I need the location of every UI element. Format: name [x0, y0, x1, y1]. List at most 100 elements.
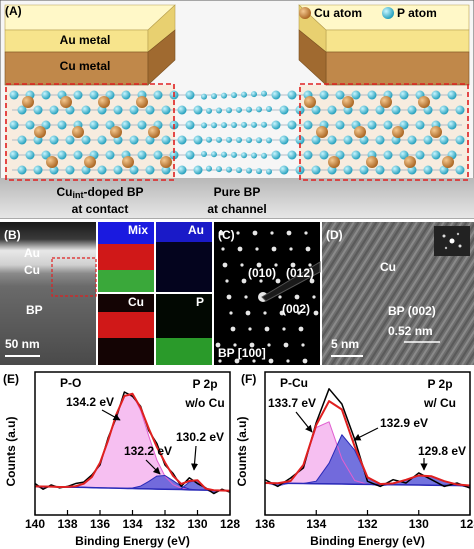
spot — [256, 262, 262, 268]
lattice-fringe — [344, 222, 436, 365]
annotation: 132.2 eV — [124, 444, 172, 458]
annotation-arrow — [101, 409, 121, 421]
p-atom — [383, 150, 393, 160]
lattice-fringe — [322, 222, 342, 254]
p-atom — [399, 90, 409, 100]
legend-label: Cu atom — [314, 6, 362, 20]
p-atom — [226, 107, 232, 114]
spectrum-line — [265, 482, 470, 487]
x-tick-label: 128 — [460, 517, 474, 531]
p-atom — [89, 120, 99, 130]
p-atom — [375, 105, 385, 115]
p-atom — [177, 135, 187, 145]
lattice-fringe — [322, 222, 360, 282]
p-atom — [399, 120, 409, 130]
cu-atom — [430, 126, 442, 138]
fft-spot — [444, 246, 448, 250]
cu-atom — [404, 156, 416, 168]
lattice-fringe — [339, 222, 432, 365]
p-atom — [231, 151, 237, 158]
spot — [229, 311, 233, 315]
p-atom — [231, 122, 237, 129]
p-atom — [206, 136, 212, 143]
x-tick-label: 132 — [357, 517, 377, 531]
p-atom — [33, 105, 43, 115]
spot — [221, 247, 225, 251]
p-atom — [145, 135, 155, 145]
p-atom — [49, 135, 59, 145]
p-atom — [216, 136, 222, 143]
lattice-fringe — [447, 322, 474, 365]
spot — [298, 326, 304, 332]
annotation: P-O — [60, 376, 81, 390]
p-atom — [105, 120, 115, 130]
spot-label: (002) — [282, 302, 310, 316]
spot — [294, 294, 300, 300]
x-tick-label: 130 — [187, 517, 207, 531]
lattice-fringe — [353, 222, 445, 365]
annotation: P 2p — [192, 377, 217, 391]
p-atom — [256, 168, 262, 175]
label-part: Cu — [57, 185, 73, 199]
p-atom — [431, 150, 441, 160]
lattice-fringe — [357, 222, 450, 365]
p-atom — [226, 166, 232, 173]
spot — [215, 342, 221, 348]
lattice-fringe — [335, 222, 427, 365]
xps-charts: 140 138 136 134 132 130 128 Binding Energy (eV)… — [3, 371, 474, 548]
p-atom — [241, 152, 247, 159]
p-atom — [41, 120, 51, 130]
cu-atom — [122, 156, 134, 168]
spot — [308, 263, 312, 267]
p-atom — [193, 105, 203, 115]
p-atom — [231, 92, 237, 99]
panel-label: (A) — [5, 4, 22, 18]
p-atom — [161, 135, 171, 145]
lattice-fringe — [443, 315, 474, 365]
p-atom — [351, 150, 361, 160]
p-atom — [295, 105, 305, 115]
lattice-fringe — [322, 222, 364, 290]
spot — [244, 295, 248, 299]
cu-atom — [84, 156, 96, 168]
cu-atom — [380, 96, 392, 108]
lattice-fringe — [398, 243, 474, 365]
p-atom — [193, 165, 203, 175]
p-atom — [343, 135, 353, 145]
spot-label: (010) — [248, 266, 276, 280]
spot — [267, 343, 271, 347]
cu-atom — [22, 96, 34, 108]
map-band — [98, 270, 154, 292]
p-atom — [246, 106, 252, 113]
cu-atom — [136, 96, 148, 108]
fft-spot — [456, 232, 460, 236]
spot — [233, 343, 237, 347]
p-atom — [226, 136, 232, 143]
p-atom — [201, 93, 207, 100]
p-atom — [17, 105, 27, 115]
p-atom — [367, 120, 377, 130]
spot — [302, 358, 308, 364]
spot — [283, 342, 289, 348]
annotation: 132.9 eV — [380, 416, 428, 430]
p-atom — [241, 121, 247, 128]
map-band — [156, 338, 212, 365]
p-atom — [221, 151, 227, 158]
annotation: 130.2 eV — [176, 430, 224, 444]
p-atom — [57, 150, 67, 160]
p-atom — [439, 135, 449, 145]
p-atom — [9, 90, 19, 100]
p-atom — [113, 105, 123, 115]
spot — [268, 358, 274, 364]
spot — [264, 326, 270, 332]
spot — [245, 310, 251, 316]
p-atom — [236, 167, 242, 174]
p-atom — [439, 165, 449, 175]
p-atom — [335, 90, 345, 100]
p-atom — [423, 105, 433, 115]
p-atom — [185, 120, 195, 130]
spot — [252, 230, 258, 236]
p-atom — [447, 90, 457, 100]
spot — [279, 310, 285, 316]
p-atom — [251, 121, 257, 128]
